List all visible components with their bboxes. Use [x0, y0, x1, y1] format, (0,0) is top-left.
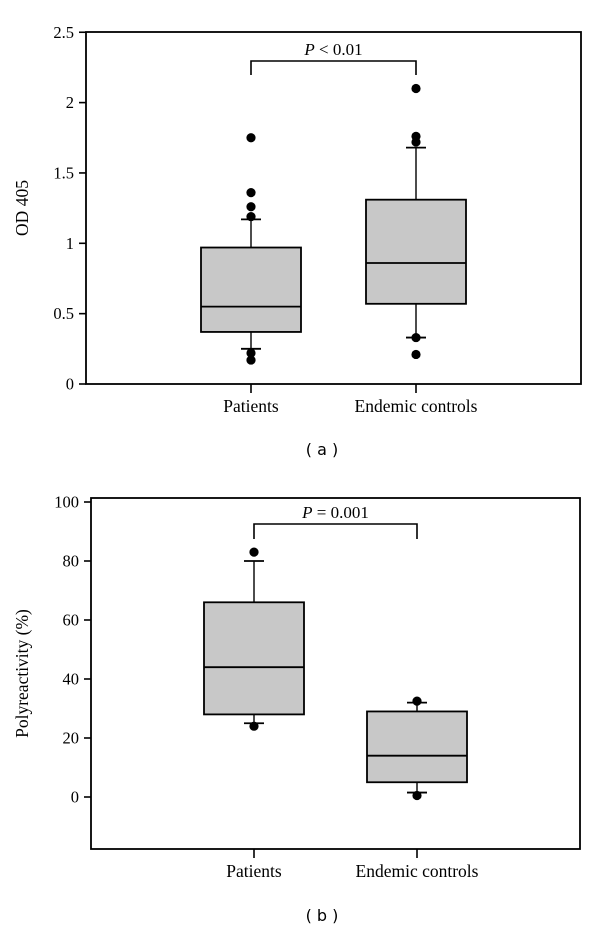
p-value-label: P < 0.01 [303, 40, 362, 59]
outlier-dot-endemic-controls [412, 696, 422, 706]
outlier-dot-patients [249, 721, 259, 731]
plot-frame [85, 31, 582, 385]
p-value-label: P = 0.001 [301, 503, 369, 522]
outlier-dot-endemic-controls [411, 349, 421, 360]
category-label: Patients [223, 396, 279, 416]
box-patients [200, 246, 302, 333]
outlier-dot-patients [246, 348, 256, 358]
panel-caption-b: ( b ) [306, 906, 339, 925]
y-tick-label: 1.5 [53, 163, 74, 182]
y-tick-label: 20 [63, 729, 80, 748]
category-label: Endemic controls [356, 861, 479, 881]
category-label: Patients [226, 861, 282, 881]
outlier-dot-endemic-controls [411, 83, 421, 94]
boxplot-panel-b: 0 20 40 60 80 100 Polyreactivity (%) Patients En… [12, 493, 581, 925]
y-tick-label: 0.5 [53, 304, 74, 323]
significance-bracket [250, 60, 417, 75]
outlier-dot-patients [246, 211, 256, 222]
y-tick-label: 80 [63, 552, 80, 571]
y-tick-label: 40 [63, 670, 80, 689]
significance-bracket [253, 523, 418, 539]
y-tick-label: 60 [63, 611, 80, 630]
category-label: Endemic controls [355, 396, 478, 416]
plot-frame [90, 497, 581, 850]
y-tick-label: 0 [66, 375, 74, 394]
box-patients [203, 601, 305, 716]
panel-caption-a: ( a ) [306, 440, 338, 459]
y-tick-label: 1 [66, 234, 74, 253]
box-endemic-controls [366, 710, 468, 784]
y-tick-label: 100 [54, 493, 79, 512]
outlier-dot-endemic-controls [411, 131, 421, 141]
outlier-dot-patients [246, 133, 256, 143]
box-endemic-controls [365, 198, 467, 305]
outlier-dot-patients [246, 188, 256, 198]
outlier-dot-patients [246, 202, 256, 212]
outlier-dot-endemic-controls [411, 332, 421, 343]
y-axis-title: OD 405 [12, 180, 32, 236]
y-tick-label: 2 [66, 93, 74, 112]
y-tick-label: 0 [71, 788, 79, 807]
boxplot-panel-a: 0 0.5 1 1.5 2 2.5 OD 405 Patients Endemic contro… [12, 23, 582, 459]
outlier-dot-patients [246, 355, 256, 365]
y-tick-label: 2.5 [53, 23, 74, 42]
outlier-dot-endemic-controls [412, 790, 422, 801]
y-axis-title: Polyreactivity (%) [12, 609, 32, 738]
outlier-dot-patients [249, 547, 259, 557]
